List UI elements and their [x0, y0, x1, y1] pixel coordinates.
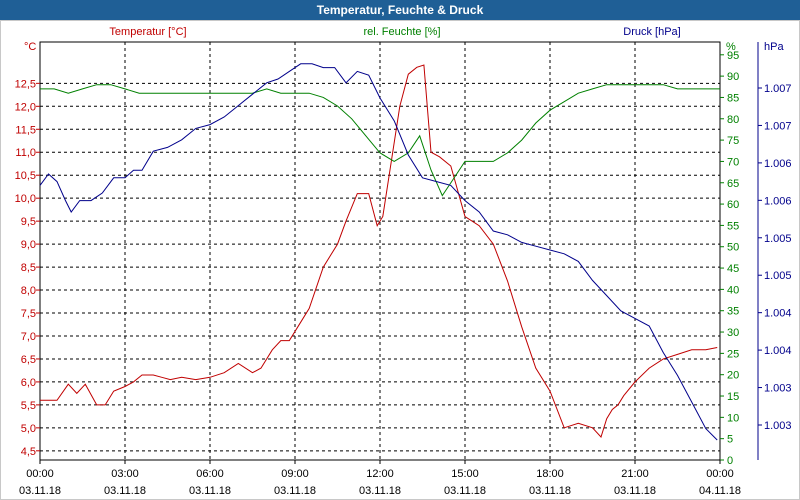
- x-tick-time: 15:00: [451, 468, 479, 480]
- temperature-axis: 4,5 5,0 5,5 6,0 6,5 7,0 7,5 8,0 8,5 9,0 9,5 10,0 10,…: [15, 78, 40, 458]
- humidity-tick-label: 75: [727, 135, 739, 147]
- humidity-unit-label: %: [726, 41, 736, 53]
- temperature-series-label: Temperatur [°C]: [109, 26, 186, 38]
- x-tick-time: 03:00: [111, 468, 139, 480]
- pressure-series-label: Druck [hPa]: [623, 26, 680, 38]
- x-tick-date: 03.11.18: [614, 485, 656, 497]
- temperature-tick-label: 6,5: [21, 354, 36, 366]
- x-tick-date: 03.11.18: [274, 485, 316, 497]
- temperature-tick-label: 11,5: [15, 124, 36, 136]
- pressure-tick-label: 1.006: [764, 195, 792, 207]
- series-lines: [39, 63, 720, 441]
- x-tick-time: 12:00: [366, 468, 394, 480]
- x-tick-date: 03.11.18: [189, 485, 231, 497]
- humidity-tick-label: 5: [727, 434, 733, 446]
- x-tick-time: 00:00: [706, 468, 734, 480]
- pressure-tick-label: 1.007: [764, 120, 792, 132]
- pressure-tick-label: 1.003: [764, 383, 792, 395]
- humidity-tick-label: 95: [727, 50, 739, 62]
- humidity-tick-label: 85: [727, 92, 739, 104]
- pressure-unit-label: hPa: [764, 41, 784, 53]
- pressure-tick-label: 1.003: [764, 420, 792, 432]
- humidity-series-label: rel. Feuchte [%]: [363, 26, 440, 38]
- x-tick-time: 06:00: [196, 468, 224, 480]
- pressure-tick-label: 1.005: [764, 233, 792, 245]
- humidity-tick-label: 20: [727, 370, 739, 382]
- humidity-tick-label: 60: [727, 199, 739, 211]
- x-tick-time: 21:00: [621, 468, 649, 480]
- humidity-tick-label: 15: [727, 391, 739, 403]
- temperature-tick-label: 5,0: [21, 423, 36, 435]
- humidity-tick-label: 10: [727, 412, 739, 424]
- humidity-tick-label: 50: [727, 242, 739, 254]
- x-tick-date: 03.11.18: [19, 485, 61, 497]
- chart-title: Temperatur, Feuchte & Druck: [0, 0, 800, 20]
- humidity-tick-label: 40: [727, 284, 739, 296]
- humidity-tick-label: 70: [727, 156, 739, 168]
- x-tick-time: 09:00: [281, 468, 309, 480]
- temperature-tick-label: 11,0: [15, 147, 36, 159]
- temperature-tick-label: 8,5: [21, 262, 36, 274]
- pressure-tick-label: 1.005: [764, 270, 792, 282]
- humidity-tick-label: 25: [727, 348, 739, 360]
- temperature-tick-label: 5,5: [21, 400, 36, 412]
- pressure-series-line: [39, 63, 718, 441]
- humidity-tick-label: 35: [727, 306, 739, 318]
- humidity-tick-label: 90: [727, 71, 739, 83]
- temperature-tick-label: 6,0: [21, 377, 36, 389]
- temperature-tick-label: 7,0: [21, 331, 36, 343]
- temperature-tick-label: 10,0: [15, 193, 36, 205]
- humidity-tick-label: 55: [727, 220, 739, 232]
- temperature-tick-label: 9,5: [21, 216, 36, 228]
- x-tick-date: 03.11.18: [104, 485, 146, 497]
- temperature-tick-label: 10,5: [15, 170, 36, 182]
- humidity-tick-label: 65: [727, 178, 739, 190]
- temperature-tick-label: 4,5: [21, 446, 36, 458]
- temperature-tick-label: 12,5: [15, 78, 36, 90]
- time-axis: 00:00 03.11.18 03:00 03.11.18 06:00 03.11.18 0…: [19, 460, 741, 497]
- humidity-tick-label: 0: [727, 455, 733, 467]
- x-tick-date: 03.11.18: [444, 485, 486, 497]
- grid: [40, 42, 720, 460]
- x-tick-time: 18:00: [536, 468, 564, 480]
- humidity-tick-label: 45: [727, 263, 739, 275]
- pressure-tick-label: 1.006: [764, 158, 792, 170]
- x-tick-date: 03.11.18: [529, 485, 571, 497]
- humidity-tick-label: 80: [727, 114, 739, 126]
- temperature-tick-label: 8,0: [21, 285, 36, 297]
- pressure-axis: 1.003 1.003 1.004 1.004 1.005 1.005 1.006 1.006…: [757, 42, 792, 460]
- temperature-tick-label: 12,0: [15, 101, 36, 113]
- temperature-series-line: [40, 64, 718, 438]
- temperature-unit-label: °C: [24, 41, 36, 53]
- temperature-tick-label: 9,0: [21, 239, 36, 251]
- pressure-tick-label: 1.004: [764, 308, 792, 320]
- humidity-tick-label: 30: [727, 327, 739, 339]
- x-tick-date: 03.11.18: [359, 485, 401, 497]
- humidity-series-line: [40, 84, 720, 197]
- x-tick-date: 04.11.18: [699, 485, 741, 497]
- x-tick-time: 00:00: [26, 468, 54, 480]
- pressure-tick-label: 1.004: [764, 345, 792, 357]
- pressure-tick-label: 1.007: [764, 83, 792, 95]
- temperature-tick-label: 7,5: [21, 308, 36, 320]
- humidity-axis: 0 5 10 15 20 25 30 35 40 45 50 55 60 65 70 75 80 85 90 95: [720, 50, 739, 467]
